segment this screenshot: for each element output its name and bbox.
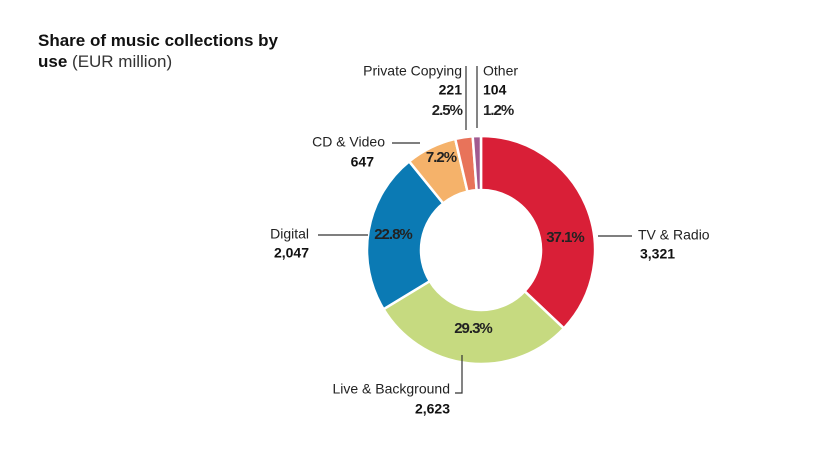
category-label: Other xyxy=(483,63,518,79)
share-label: 7.2% xyxy=(426,149,457,166)
share-label: 2.5% xyxy=(432,102,463,119)
leader-line xyxy=(455,355,463,394)
unit: (EUR million) xyxy=(72,52,173,71)
category-label: TV & Radio xyxy=(638,227,710,243)
share-label: 22.8% xyxy=(374,226,412,243)
share-label: 37.1% xyxy=(546,229,584,246)
value-label: 647 xyxy=(351,154,375,170)
share-label: 29.3% xyxy=(454,320,492,337)
share-label: 1.2% xyxy=(483,102,514,119)
donut-segment xyxy=(381,279,566,366)
title: Share of music collections by use xyxy=(38,31,278,71)
value-label: 3,321 xyxy=(640,246,675,262)
category-label: Digital xyxy=(270,226,309,242)
donut-segment xyxy=(365,159,445,311)
chart-title: Share of music collections by use (EUR m… xyxy=(38,30,288,72)
donut-segment xyxy=(479,134,597,331)
value-label: 221 xyxy=(439,82,463,98)
donut-segment xyxy=(471,134,483,192)
value-label: 2,623 xyxy=(415,401,450,417)
value-label: 104 xyxy=(483,82,507,98)
category-label: Live & Background xyxy=(332,381,450,397)
value-label: 2,047 xyxy=(274,245,309,261)
category-label: Private Copying xyxy=(363,63,462,79)
category-label: CD & Video xyxy=(312,134,385,150)
